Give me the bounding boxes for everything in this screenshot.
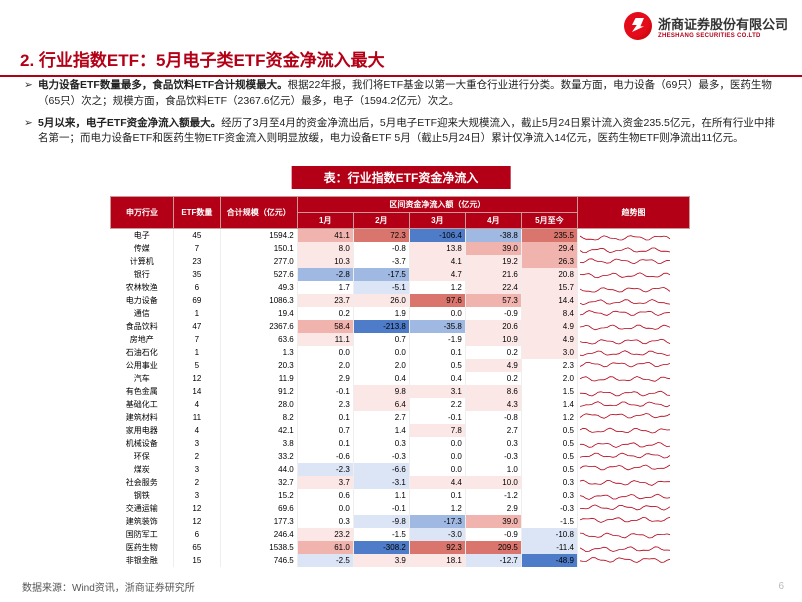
bullet-2: 5月以来，电子ETF资金净流入额最大。经历了3月至4月的资金净流出后，5月电子E… [24, 116, 778, 148]
table-row: 银行35527.6-2.8-17.54.721.620.8 [111, 268, 690, 281]
col-m3: 3月 [409, 213, 465, 229]
table-row: 电子451594.241.172.3-106.4-38.8235.5 [111, 229, 690, 243]
bullet-1: 电力设备ETF数量最多，食品饮料ETF合计规模最大。根据22年报，我们将ETF基… [24, 78, 778, 110]
table-row: 计算机23277.010.3-3.74.119.226.3 [111, 255, 690, 268]
company-name: 浙商证券股份有限公司 ZHESHANG SECURITIES CO.LTD [658, 14, 788, 39]
table-row: 食品饮料472367.658.4-213.8-35.820.64.9 [111, 320, 690, 333]
table-row: 基础化工428.02.36.42.24.31.4 [111, 398, 690, 411]
table-row: 机械设备33.80.10.30.00.30.5 [111, 437, 690, 450]
table-row: 公用事业520.32.02.00.54.92.3 [111, 359, 690, 372]
col-count: ETF数量 [174, 197, 221, 229]
table-row: 非银金融15746.5-2.53.918.1-12.7-48.9 [111, 554, 690, 567]
col-m5: 5月至今 [521, 213, 577, 229]
table-row: 通信119.40.21.90.0-0.98.4 [111, 307, 690, 320]
table-row: 汽车1211.92.90.40.40.22.0 [111, 372, 690, 385]
col-trend: 趋势图 [577, 197, 689, 229]
table-row: 建筑装饰12177.30.3-9.8-17.339.0-1.5 [111, 515, 690, 528]
table-row: 社会服务232.73.7-3.14.410.00.3 [111, 476, 690, 489]
page-number: 6 [778, 581, 784, 592]
col-m2: 2月 [353, 213, 409, 229]
table-row: 农林牧渔649.31.7-5.11.222.415.7 [111, 281, 690, 294]
col-m4: 4月 [465, 213, 521, 229]
col-flow-group: 区间资金净流入额（亿元） [297, 197, 577, 213]
table-row: 煤炭344.0-2.3-6.60.01.00.5 [111, 463, 690, 476]
company-logo-icon [624, 12, 652, 40]
table-row: 石油石化11.30.00.00.10.23.0 [111, 346, 690, 359]
bullet-list: 电力设备ETF数量最多，食品饮料ETF合计规模最大。根据22年报，我们将ETF基… [24, 78, 778, 153]
table-row: 交通运输1269.60.0-0.11.22.9-0.3 [111, 502, 690, 515]
col-industry: 申万行业 [111, 197, 174, 229]
page-title: 2. 行业指数ETF：5月电子类ETF资金净流入最大 [20, 46, 802, 71]
table-row: 有色金属1491.2-0.19.83.18.61.5 [111, 385, 690, 398]
company-en: ZHESHANG SECURITIES CO.LTD [658, 33, 788, 39]
flow-table: 申万行业 ETF数量 合计规模（亿元） 区间资金净流入额（亿元） 趋势图 1月 … [110, 196, 690, 567]
table-row: 传媒7150.18.0-0.813.839.029.4 [111, 242, 690, 255]
table-row: 房地产763.611.10.7-1.910.94.9 [111, 333, 690, 346]
col-m1: 1月 [297, 213, 353, 229]
data-source: 数据来源：Wind资讯，浙商证券研究所 [22, 579, 195, 594]
table-title: 表：行业指数ETF资金净流入 [292, 166, 511, 189]
table-row: 电力设备691086.323.726.097.657.314.4 [111, 294, 690, 307]
company-cn: 浙商证券股份有限公司 [658, 14, 788, 33]
title-row: 2. 行业指数ETF：5月电子类ETF资金净流入最大 [0, 46, 802, 77]
table-row: 钢铁315.20.61.10.1-1.20.3 [111, 489, 690, 502]
col-size: 合计规模（亿元） [220, 197, 297, 229]
table-row: 国防军工6246.423.2-1.5-3.0-0.9-10.8 [111, 528, 690, 541]
header: 浙商证券股份有限公司 ZHESHANG SECURITIES CO.LTD [624, 12, 788, 40]
table-row: 环保233.2-0.6-0.30.0-0.30.5 [111, 450, 690, 463]
table-row: 建筑材料118.20.12.7-0.1-0.81.2 [111, 411, 690, 424]
table-row: 医药生物651538.561.0-308.292.3209.5-11.4 [111, 541, 690, 554]
table-row: 家用电器442.10.71.47.82.70.5 [111, 424, 690, 437]
